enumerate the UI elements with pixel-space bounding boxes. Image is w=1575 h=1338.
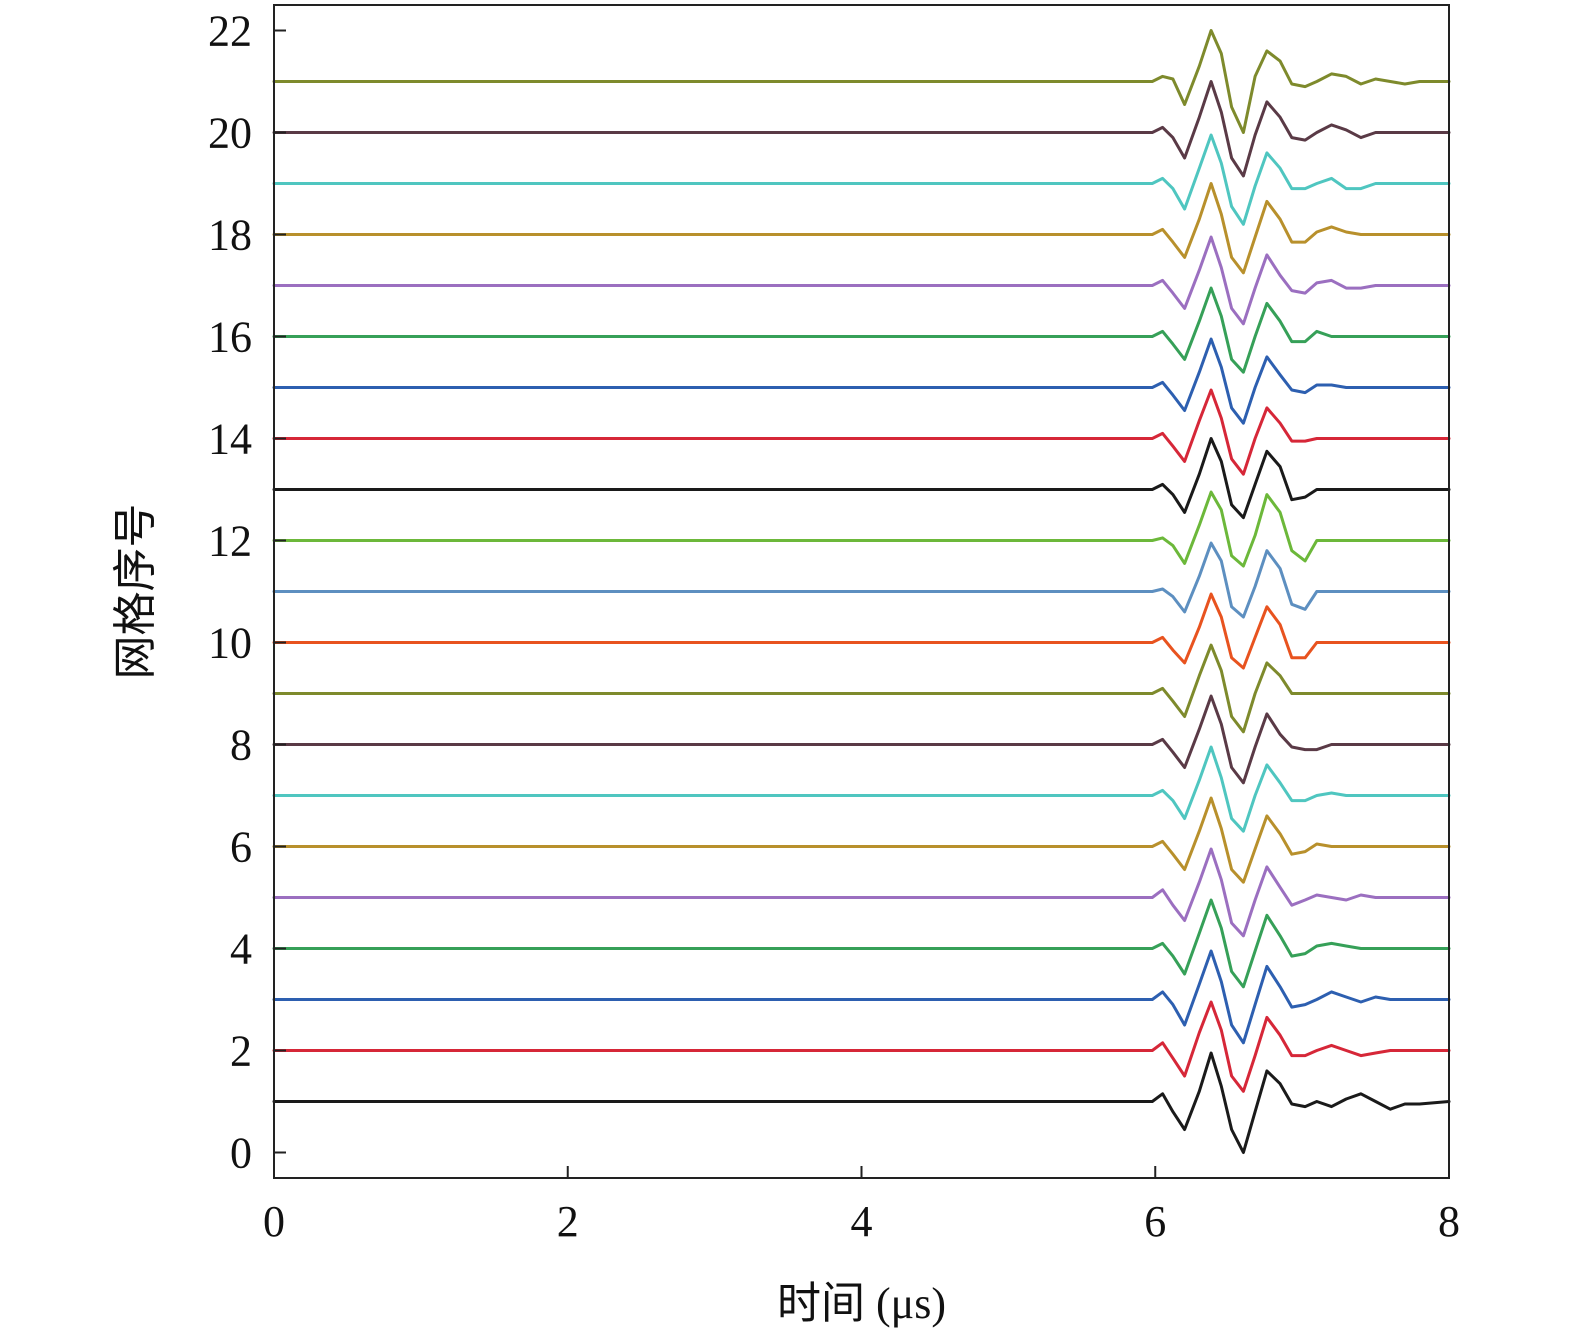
series-line-5 <box>272 847 1451 938</box>
series-line-15 <box>272 337 1451 425</box>
series-line-11 <box>272 541 1451 619</box>
y-axis-title: 网格序号 <box>111 504 160 680</box>
y-tick-label: 4 <box>230 925 252 974</box>
x-tick-label: 4 <box>851 1197 873 1246</box>
series-line-17 <box>272 235 1451 326</box>
y-tick-label: 10 <box>208 619 252 668</box>
series-line-20 <box>272 80 1451 178</box>
y-tick-label: 2 <box>230 1027 252 1076</box>
y-tick-label: 6 <box>230 823 252 872</box>
y-tick-label: 0 <box>230 1129 252 1178</box>
series-line-10 <box>272 592 1451 670</box>
series-line-12 <box>272 490 1451 568</box>
series-line-16 <box>272 286 1451 374</box>
y-tick-label: 12 <box>208 517 252 566</box>
x-tick-label: 8 <box>1438 1197 1460 1246</box>
y-tick-label: 22 <box>208 7 252 56</box>
y-tick-label: 8 <box>230 721 252 770</box>
x-tick-label: 0 <box>263 1197 285 1246</box>
y-tick-label: 14 <box>208 415 252 464</box>
y-tick-label: 20 <box>208 109 252 158</box>
series-line-3 <box>272 949 1451 1045</box>
series-line-14 <box>272 388 1451 476</box>
y-axis: 0 2 4 6 8 10 12 14 16 18 20 22 <box>208 7 286 1178</box>
x-axis: 0 2 4 6 8 <box>263 1166 1460 1246</box>
series-layer <box>272 29 1451 1154</box>
series-line-7 <box>272 745 1451 833</box>
series-line-6 <box>272 796 1451 884</box>
series-line-9 <box>272 643 1451 734</box>
y-tick-label: 18 <box>208 211 252 260</box>
y-tick-label: 16 <box>208 313 252 362</box>
series-line-21 <box>272 29 1451 134</box>
series-line-19 <box>272 133 1451 226</box>
x-tick-label: 6 <box>1144 1197 1166 1246</box>
series-line-4 <box>272 898 1451 989</box>
series-line-2 <box>272 1000 1451 1093</box>
x-axis-title: 时间 (μs) <box>777 1279 946 1328</box>
series-line-13 <box>272 437 1451 520</box>
x-tick-label: 2 <box>557 1197 579 1246</box>
series-line-8 <box>272 694 1451 785</box>
series-line-1 <box>272 1051 1451 1154</box>
series-line-18 <box>272 182 1451 275</box>
